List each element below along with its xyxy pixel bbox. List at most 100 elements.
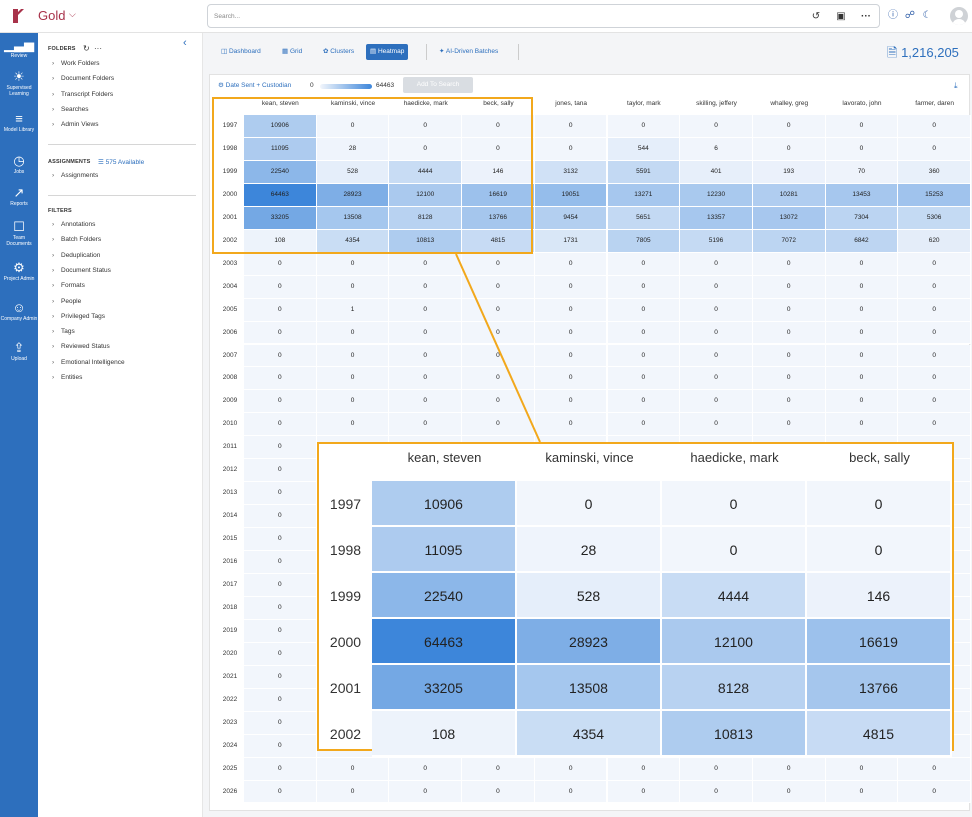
heatmap-cell[interactable]: 28 [316, 137, 390, 161]
heatmap-cell[interactable]: 7072 [752, 229, 826, 253]
heatmap-cell[interactable]: 0 [244, 367, 317, 391]
heatmap-cell[interactable]: 6 [680, 137, 753, 161]
heatmap-cell[interactable]: 0 [534, 137, 608, 161]
heatmap-cell[interactable]: 12230 [680, 183, 753, 207]
row-header[interactable]: 2005 [222, 305, 238, 313]
row-header[interactable]: 2010 [222, 420, 238, 428]
row-header[interactable]: 1998 [222, 144, 238, 152]
row-header[interactable]: 2002 [222, 236, 238, 244]
row-header[interactable]: 2001 [222, 213, 238, 221]
heatmap-cell[interactable]: 0 [752, 367, 826, 391]
heatmap-cell[interactable]: 0 [825, 780, 899, 804]
heatmap-cell[interactable]: 0 [244, 413, 317, 437]
sidebar-item[interactable]: › Searches [52, 106, 88, 113]
column-header[interactable]: taylor, mark [627, 100, 661, 107]
heatmap-cell[interactable]: 0 [244, 642, 317, 666]
heatmap-cell[interactable]: 0 [607, 344, 681, 368]
heatmap-cell[interactable]: 0 [825, 321, 899, 345]
heatmap-cell[interactable]: 5196 [680, 229, 753, 253]
heatmap-cell[interactable]: 15253 [898, 183, 971, 207]
heatmap-cell[interactable]: 0 [825, 367, 899, 391]
heatmap-cell[interactable]: 0 [607, 780, 681, 804]
heatmap-settings[interactable]: ⚙ Date Sent + Custodian [218, 81, 291, 95]
heatmap-cell[interactable]: 0 [752, 137, 826, 161]
heatmap-cell[interactable]: 0 [534, 321, 608, 345]
heatmap-cell[interactable]: 0 [534, 344, 608, 368]
heatmap-cell[interactable]: 0 [462, 390, 535, 414]
heatmap-cell[interactable]: 0 [825, 252, 899, 276]
headset-icon[interactable]: ☍ [904, 10, 916, 21]
heatmap-cell[interactable]: 0 [534, 367, 608, 391]
more-icon[interactable]: ··· [94, 44, 102, 53]
heatmap-cell[interactable]: 0 [752, 298, 826, 322]
nav-item-0[interactable]: ▁▃▅ Review [0, 38, 38, 60]
heatmap-cell[interactable]: 0 [389, 757, 463, 781]
heatmap-cell[interactable]: 5306 [898, 206, 971, 230]
heatmap-cell[interactable]: 0 [898, 115, 971, 138]
workspace-name[interactable]: Gold [38, 8, 66, 23]
heatmap-cell[interactable]: 28923 [316, 183, 390, 207]
heatmap-cell[interactable]: 0 [244, 436, 317, 460]
heatmap-cell[interactable]: 0 [825, 413, 899, 437]
heatmap-cell[interactable]: 0 [462, 344, 535, 368]
heatmap-cell[interactable]: 0 [389, 252, 463, 276]
heatmap-cell[interactable]: 0 [534, 757, 608, 781]
row-header[interactable]: 1999 [222, 167, 238, 175]
heatmap-cell[interactable]: 0 [825, 390, 899, 414]
sidebar-item[interactable]: › Emotional Intelligence [52, 359, 125, 366]
heatmap-cell[interactable]: 0 [389, 298, 463, 322]
heatmap-cell[interactable]: 0 [607, 367, 681, 391]
row-header[interactable]: 2022 [222, 695, 238, 703]
row-header[interactable]: 2012 [222, 466, 238, 474]
sidebar-item[interactable]: › Tags [52, 328, 75, 335]
heatmap-cell[interactable]: 0 [607, 298, 681, 322]
heatmap-cell[interactable]: 0 [534, 413, 608, 437]
save-icon[interactable]: ▣ [836, 11, 846, 22]
heatmap-cell[interactable]: 0 [898, 321, 971, 345]
heatmap-cell[interactable]: 0 [898, 367, 971, 391]
heatmap-cell[interactable]: 146 [462, 160, 535, 184]
heatmap-cell[interactable]: 0 [389, 367, 463, 391]
heatmap-cell[interactable]: 0 [752, 321, 826, 345]
row-header[interactable]: 2018 [222, 603, 238, 611]
heatmap-cell[interactable]: 0 [534, 115, 608, 138]
sidebar-item[interactable]: › Document Folders [52, 75, 114, 82]
row-header[interactable]: 2000 [222, 190, 238, 198]
heatmap-cell[interactable]: 4354 [316, 229, 390, 253]
sidebar-item[interactable]: › Privileged Tags [52, 313, 105, 320]
heatmap-cell[interactable]: 0 [244, 252, 317, 276]
heatmap-cell[interactable]: 4815 [462, 229, 535, 253]
heatmap-cell[interactable]: 0 [389, 390, 463, 414]
download-icon[interactable]: ⤓ [954, 81, 958, 90]
sidebar-item[interactable]: › Admin Views [52, 121, 98, 128]
heatmap-cell[interactable]: 0 [389, 137, 463, 161]
heatmap-cell[interactable]: 1731 [534, 229, 608, 253]
heatmap-cell[interactable]: 0 [244, 619, 317, 643]
heatmap-cell[interactable]: 0 [825, 275, 899, 299]
heatmap-cell[interactable]: 0 [389, 115, 463, 138]
heatmap-cell[interactable]: 0 [607, 115, 681, 138]
heatmap-cell[interactable]: 70 [825, 160, 899, 184]
heatmap-cell[interactable]: 0 [534, 780, 608, 804]
nav-item-4[interactable]: ↗ Reports [0, 186, 38, 208]
heatmap-cell[interactable]: 0 [752, 780, 826, 804]
heatmap-cell[interactable]: 0 [534, 275, 608, 299]
row-header[interactable]: 2019 [222, 626, 238, 634]
heatmap-cell[interactable]: 0 [316, 390, 390, 414]
heatmap-cell[interactable]: 0 [680, 413, 753, 437]
heatmap-cell[interactable]: 0 [680, 367, 753, 391]
heatmap-cell[interactable]: 0 [244, 551, 317, 574]
heatmap-cell[interactable]: 0 [607, 390, 681, 414]
heatmap-cell[interactable]: 13508 [316, 206, 390, 230]
nav-item-3[interactable]: ◷ Jobs [0, 154, 38, 176]
heatmap-cell[interactable]: 0 [462, 321, 535, 345]
row-header[interactable]: 2017 [222, 581, 238, 588]
history-icon[interactable]: ↺ [811, 11, 821, 22]
row-header[interactable]: 2026 [222, 787, 238, 795]
heatmap-cell[interactable]: 0 [462, 298, 535, 322]
nav-item-6[interactable]: ⚙ Project Admin [0, 261, 38, 283]
heatmap-cell[interactable]: 0 [316, 344, 390, 368]
heatmap-cell[interactable]: 64463 [244, 183, 317, 207]
heatmap-cell[interactable]: 0 [462, 275, 535, 299]
heatmap-cell[interactable]: 0 [898, 390, 971, 414]
